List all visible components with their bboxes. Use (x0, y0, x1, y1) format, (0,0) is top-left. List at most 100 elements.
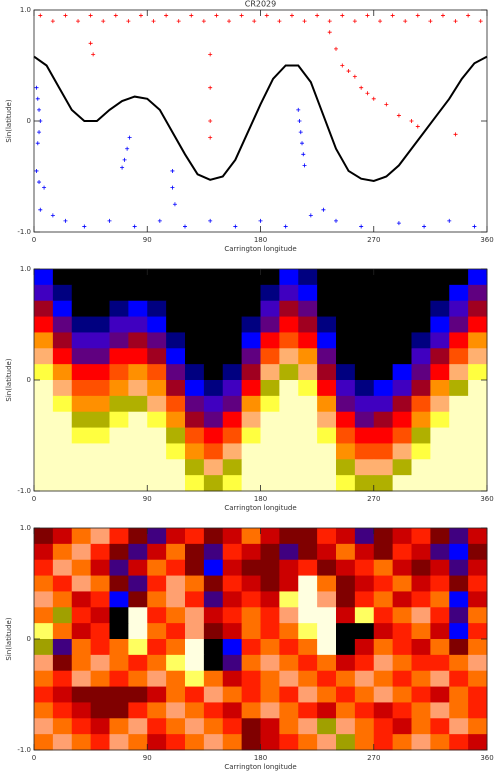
heat-cell (109, 702, 129, 719)
heat-cell (185, 543, 205, 561)
heat-cell (298, 734, 318, 751)
heat-cell (430, 364, 450, 381)
point (76, 19, 81, 24)
heat-cell (279, 718, 299, 735)
point (35, 96, 40, 101)
heat-cell (373, 364, 394, 381)
heat-cell (279, 380, 299, 397)
heat-cell (166, 284, 186, 302)
heat-cell (90, 654, 110, 672)
heat-cell (317, 443, 337, 460)
heat-cell (90, 316, 110, 333)
heat-cell (109, 475, 129, 492)
heat-cell (354, 395, 375, 413)
heat-cell (317, 591, 337, 608)
heat-cell (34, 316, 54, 333)
heat-cell (203, 269, 224, 286)
heat-cell (260, 639, 280, 656)
heat-cell (260, 300, 280, 318)
heat-cell (430, 316, 450, 333)
heat-cell (373, 459, 394, 476)
heat-cell (90, 475, 110, 492)
x-tick-label: 0 (32, 495, 36, 503)
heat-cell (468, 734, 488, 751)
heat-cell (128, 702, 148, 719)
point (91, 52, 96, 57)
heat-cell (449, 348, 469, 365)
heat-cell (203, 364, 224, 381)
heat-cell (317, 670, 337, 688)
heat-cell (166, 332, 186, 349)
heat-cell (411, 623, 431, 640)
heat-cell (411, 639, 431, 656)
heat-cell (449, 718, 469, 735)
heat-cell (185, 623, 205, 640)
heat-cell (373, 543, 394, 561)
point (125, 146, 130, 151)
heat-cell (185, 300, 205, 318)
heat-cell (298, 702, 318, 719)
heat-cell (336, 332, 356, 349)
heat-cell (109, 411, 129, 429)
heat-cell (203, 380, 224, 397)
heat-cell (392, 591, 412, 608)
heat-cell (468, 443, 488, 460)
heat-cell (71, 443, 92, 460)
heat-cell (109, 395, 129, 413)
heat-cell (373, 686, 394, 703)
heat-cell (147, 591, 167, 608)
heat-cell (185, 395, 205, 413)
heat-cell (203, 734, 224, 751)
heat-cell (109, 427, 129, 444)
heat-cell (468, 411, 488, 429)
heat-cell (317, 284, 337, 302)
heat-cell (260, 670, 280, 688)
heat-cell (147, 380, 167, 397)
heat-cell (203, 459, 224, 476)
heat-cell (52, 300, 73, 318)
heat-cell (373, 528, 394, 545)
heat-cell (166, 459, 186, 476)
heat-cell (317, 686, 337, 703)
heat-cell (71, 718, 92, 735)
heat-cell (468, 591, 488, 608)
point (453, 19, 458, 24)
heat-cell (373, 670, 394, 688)
point (113, 13, 118, 18)
point (38, 13, 43, 18)
heat-cell (279, 575, 299, 592)
heat-cell (373, 300, 394, 318)
heat-cell (411, 364, 431, 381)
heat-cell (71, 543, 92, 561)
heat-cell (373, 607, 394, 624)
heat-cell (392, 316, 412, 333)
heat-cell (373, 269, 394, 286)
heat-cell (34, 284, 54, 302)
heat-cell (34, 332, 54, 349)
heat-cell (147, 316, 167, 333)
heat-cell (317, 528, 337, 545)
heat-cell (90, 348, 110, 365)
heat-cell (298, 348, 318, 365)
heat-cell (52, 459, 73, 476)
heat-cell (336, 543, 356, 561)
heat-cell (430, 575, 450, 592)
heat-cell (279, 670, 299, 688)
heat-cell (260, 623, 280, 640)
heat-cell (241, 670, 261, 688)
plot-frame (33, 9, 488, 233)
heat-cell (260, 459, 280, 476)
heat-cell (203, 543, 224, 561)
heat-cell (468, 300, 488, 318)
heat-cell (52, 427, 73, 444)
heat-cell (222, 607, 243, 624)
heat-cell (128, 543, 148, 561)
heat-cell (52, 559, 73, 577)
heat-cell (260, 686, 280, 703)
heat-cell (392, 284, 412, 302)
point (297, 119, 302, 123)
point (50, 213, 55, 218)
point (37, 180, 42, 185)
point (384, 102, 389, 107)
